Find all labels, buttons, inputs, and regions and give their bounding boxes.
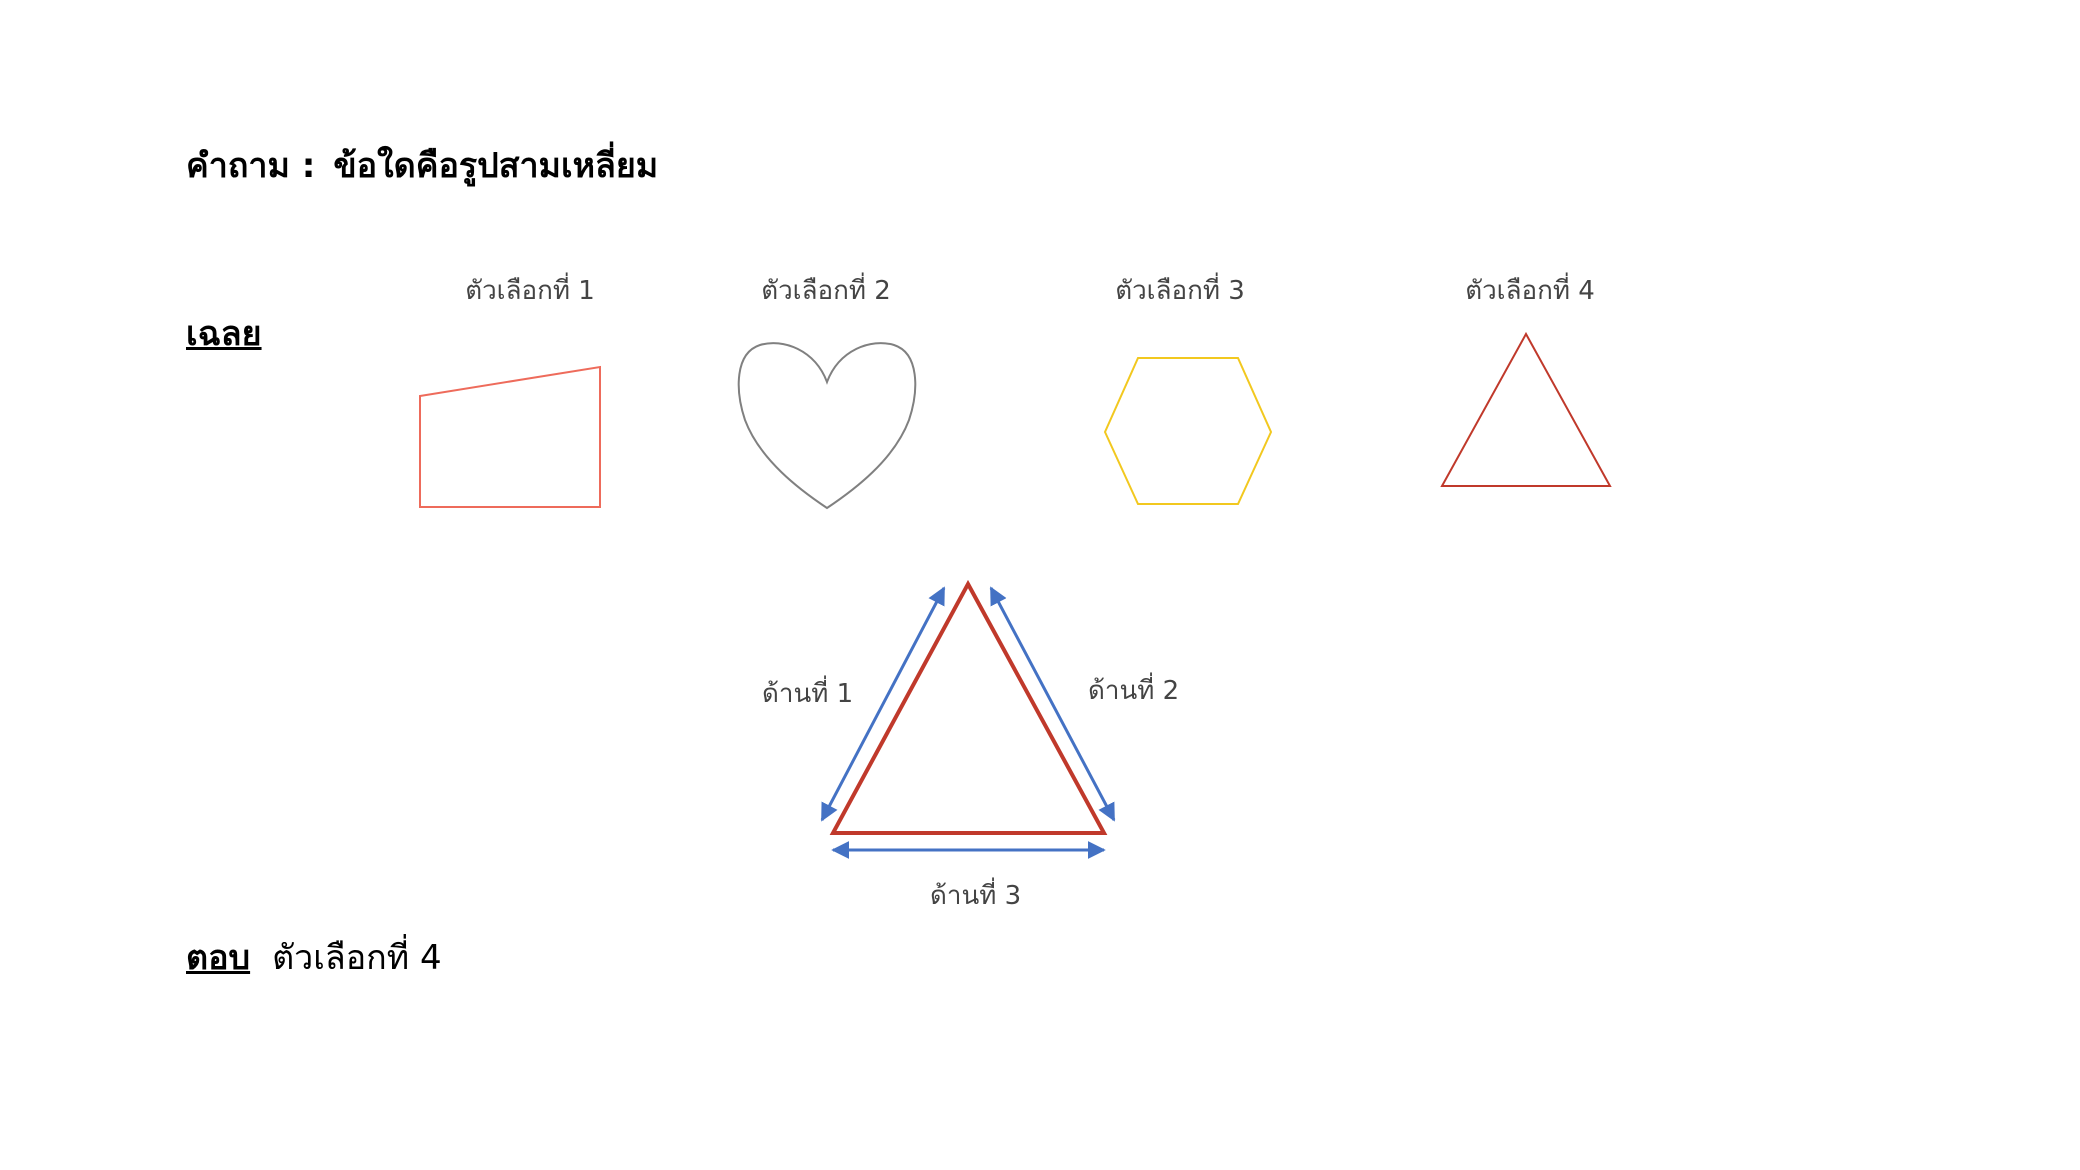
answer-label: ตอบ <box>186 938 251 978</box>
answer-value: ตัวเลือกที่ 4 <box>272 938 442 978</box>
solution-heading: เฉลย <box>186 314 262 354</box>
side-3-label: ด้านที่ 3 <box>930 881 1022 911</box>
side-1-arrow <box>820 586 946 822</box>
explanation-triangle <box>829 579 1108 835</box>
option-2-label: ตัวเลือกที่ 2 <box>761 276 891 306</box>
option-4-label: ตัวเลือกที่ 4 <box>1465 276 1595 306</box>
question: คำถาม : ข้อใดคือรูปสามเหลี่ยม <box>186 138 658 192</box>
option-3-hexagon <box>1103 357 1273 505</box>
option-2-heart <box>737 342 917 510</box>
question-label: คำถาม : <box>186 146 316 186</box>
side-2-arrow <box>989 586 1116 822</box>
question-text: ข้อใดคือรูปสามเหลี่ยม <box>333 146 659 186</box>
side-1-label: ด้านที่ 1 <box>762 679 854 709</box>
option-4-triangle <box>1440 331 1612 487</box>
side-2-label: ด้านที่ 2 <box>1088 676 1180 706</box>
option-1-label: ตัวเลือกที่ 1 <box>465 276 595 306</box>
option-1-quadrilateral <box>419 365 601 508</box>
answer: ตอบ ตัวเลือกที่ 4 <box>186 930 442 984</box>
option-3-label: ตัวเลือกที่ 3 <box>1115 276 1245 306</box>
